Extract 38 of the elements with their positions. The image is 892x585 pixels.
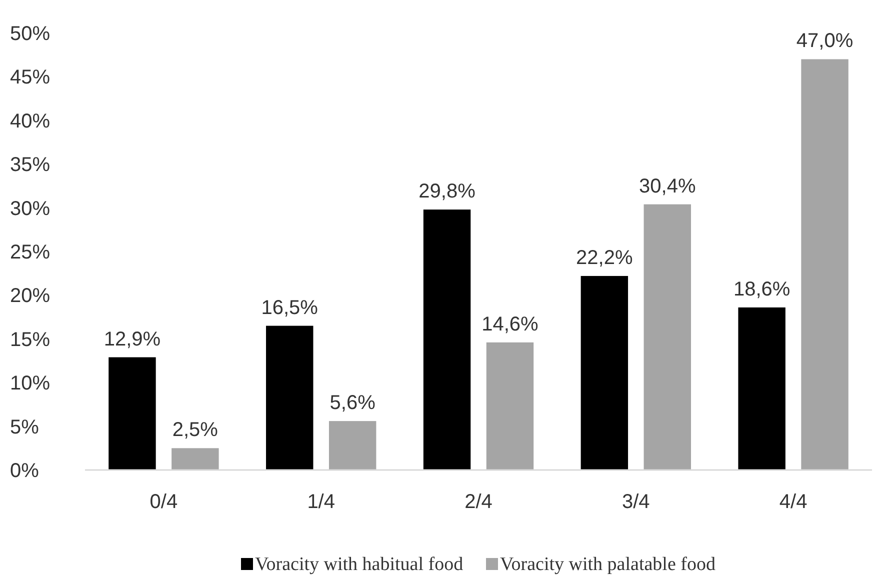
y-tick-label: 10%: [10, 372, 50, 395]
bar: [328, 421, 376, 470]
y-tick-label: 50%: [10, 23, 50, 45]
y-tick-label: 20%: [10, 285, 50, 308]
data-label: 29,8%: [418, 180, 476, 203]
bar: [423, 210, 471, 470]
x-tick-label: 3/4: [622, 491, 650, 513]
x-tick-label: 0/4: [150, 491, 178, 513]
data-label: 16,5%: [261, 296, 318, 319]
y-tick-label: 5%: [10, 416, 40, 438]
data-label: 47,0%: [796, 30, 854, 52]
data-label: 2,5%: [172, 419, 218, 442]
x-tick-label: 2/4: [464, 491, 492, 513]
data-label: 18,6%: [733, 278, 790, 300]
y-tick-label: 30%: [10, 198, 50, 220]
bar: [108, 357, 156, 470]
data-label: 22,2%: [576, 246, 633, 269]
bar: [172, 448, 219, 470]
data-label: 30,4%: [639, 175, 696, 198]
bar: [738, 307, 786, 470]
y-tick-label: 15%: [10, 328, 50, 351]
bar: [801, 59, 848, 470]
x-tick-label: 1/4: [307, 491, 336, 513]
x-tick-label: 4/4: [779, 491, 808, 513]
y-tick-label: 45%: [10, 66, 50, 89]
y-tick-label: 40%: [10, 110, 50, 132]
y-tick-label: 25%: [10, 242, 50, 264]
bar: [266, 326, 314, 470]
data-label: 14,6%: [482, 313, 539, 336]
y-tick-label: 35%: [10, 154, 50, 176]
y-tick-label: 0%: [10, 460, 40, 482]
bar: [644, 204, 691, 470]
legend-label: Voracity with habitual food: [255, 554, 464, 575]
data-label: 5,6%: [330, 392, 376, 414]
bar: [580, 276, 628, 470]
legend-label: Voracity with palatable food: [500, 554, 716, 575]
bar: [486, 342, 534, 470]
data-label: 12,9%: [104, 328, 161, 350]
